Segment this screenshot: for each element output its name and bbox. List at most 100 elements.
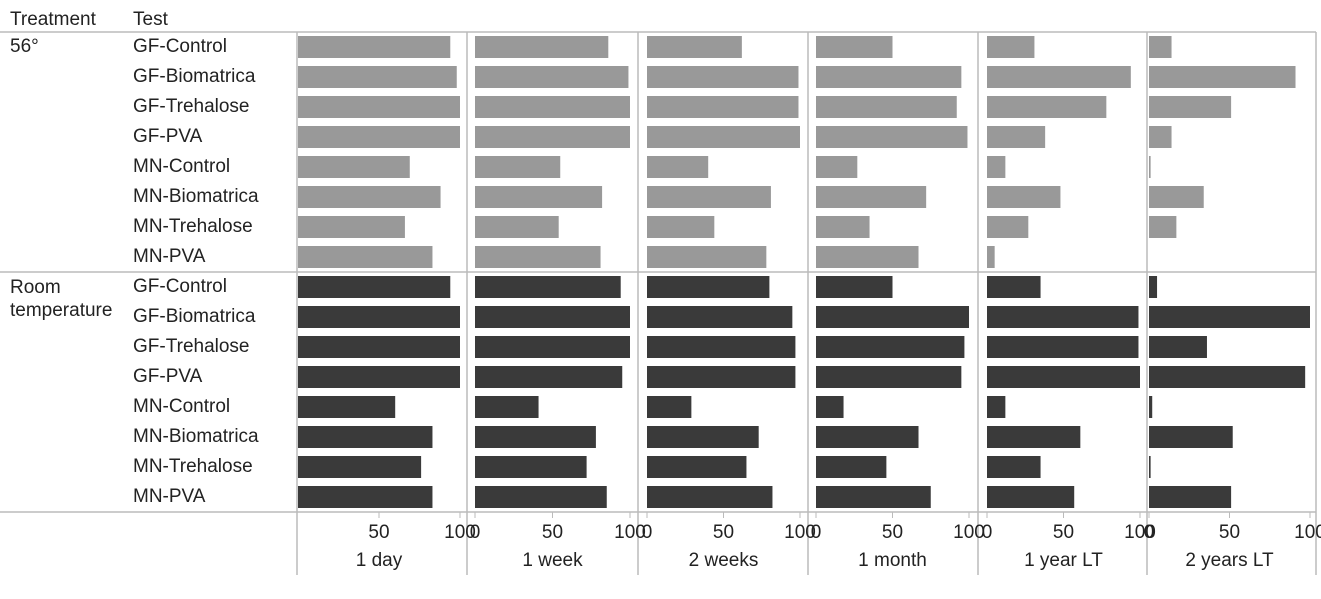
- column-header: Treatment: [10, 9, 96, 30]
- bar: [475, 186, 603, 208]
- bar: [298, 36, 451, 58]
- bar: [647, 36, 742, 58]
- bar: [1149, 36, 1172, 58]
- test-label: MN-Trehalose: [133, 216, 253, 237]
- bar: [475, 96, 630, 118]
- bar: [1149, 336, 1207, 358]
- bar: [816, 216, 870, 238]
- bar: [298, 186, 441, 208]
- bar: [1149, 486, 1232, 508]
- bar: [298, 126, 460, 148]
- bar: [647, 216, 715, 238]
- test-label: MN-PVA: [133, 486, 206, 507]
- bar: [816, 306, 969, 328]
- bar: [987, 426, 1081, 448]
- bar: [475, 366, 623, 388]
- bar: [987, 336, 1139, 358]
- bar: [816, 186, 927, 208]
- bar: [647, 306, 793, 328]
- bar: [816, 366, 962, 388]
- bar: [475, 156, 561, 178]
- bar: [475, 396, 539, 418]
- bar: [475, 66, 629, 88]
- bar: [1149, 366, 1306, 388]
- bar: [647, 96, 799, 118]
- panel-title: 1 week: [522, 550, 583, 571]
- bar: [475, 126, 630, 148]
- bar: [816, 126, 968, 148]
- bar: [816, 66, 962, 88]
- bar: [298, 306, 460, 328]
- bar: [298, 216, 405, 238]
- test-label: GF-Trehalose: [133, 336, 250, 357]
- x-tick-label: 50: [882, 522, 903, 543]
- bar: [1149, 216, 1177, 238]
- treatment-label: 56°: [10, 36, 39, 57]
- test-label: GF-Control: [133, 36, 227, 57]
- x-tick-label: 50: [713, 522, 734, 543]
- bar: [475, 336, 630, 358]
- bar: [1149, 126, 1172, 148]
- bar: [987, 156, 1006, 178]
- panel-title: 1 month: [858, 550, 927, 571]
- bar: [816, 336, 965, 358]
- bar: [816, 156, 858, 178]
- bar: [987, 186, 1061, 208]
- bar: [298, 396, 396, 418]
- x-tick-label: 0: [811, 522, 822, 543]
- bar: [987, 306, 1139, 328]
- x-tick-label: 100: [444, 522, 476, 543]
- bar: [298, 456, 422, 478]
- x-tick-label: 0: [470, 522, 481, 543]
- x-tick-label: 0: [982, 522, 993, 543]
- test-label: MN-Biomatrica: [133, 186, 259, 207]
- bar: [987, 456, 1041, 478]
- x-tick-label: 100: [1124, 522, 1156, 543]
- bar: [647, 186, 771, 208]
- x-tick-label: 50: [1053, 522, 1074, 543]
- bar: [1149, 96, 1232, 118]
- bar: [298, 96, 460, 118]
- bar: [1149, 186, 1204, 208]
- bar: [647, 126, 800, 148]
- bar: [475, 36, 609, 58]
- bar: [816, 96, 957, 118]
- bar: [475, 216, 559, 238]
- test-label: GF-Biomatrica: [133, 306, 256, 327]
- panel-title: 2 years LT: [1185, 550, 1274, 571]
- bar: [475, 426, 596, 448]
- bar: [1149, 426, 1233, 448]
- bar: [987, 276, 1041, 298]
- bar: [298, 336, 460, 358]
- test-label: GF-PVA: [133, 366, 203, 387]
- bar: [647, 66, 799, 88]
- bar: [816, 396, 844, 418]
- bar: [1149, 396, 1153, 418]
- bar: [298, 276, 451, 298]
- bar: [647, 366, 796, 388]
- bar: [1149, 156, 1151, 178]
- bar: [1149, 66, 1296, 88]
- test-label: GF-Biomatrica: [133, 66, 256, 87]
- bar: [987, 126, 1046, 148]
- panel-title: 1 day: [356, 550, 403, 571]
- bar: [987, 216, 1029, 238]
- bar: [816, 246, 919, 268]
- bar: [647, 486, 773, 508]
- bar: [298, 426, 433, 448]
- bar: [1149, 276, 1158, 298]
- bar: [298, 156, 410, 178]
- bar: [816, 486, 931, 508]
- bar: [987, 246, 995, 268]
- bar: [647, 276, 770, 298]
- bar: [987, 396, 1006, 418]
- x-tick-label: 100: [784, 522, 816, 543]
- bar: [475, 276, 621, 298]
- test-label: MN-Control: [133, 396, 230, 417]
- x-tick-label: 0: [642, 522, 653, 543]
- bar: [816, 276, 893, 298]
- bar: [647, 246, 767, 268]
- bar: [816, 426, 919, 448]
- x-tick-label: 50: [1219, 522, 1240, 543]
